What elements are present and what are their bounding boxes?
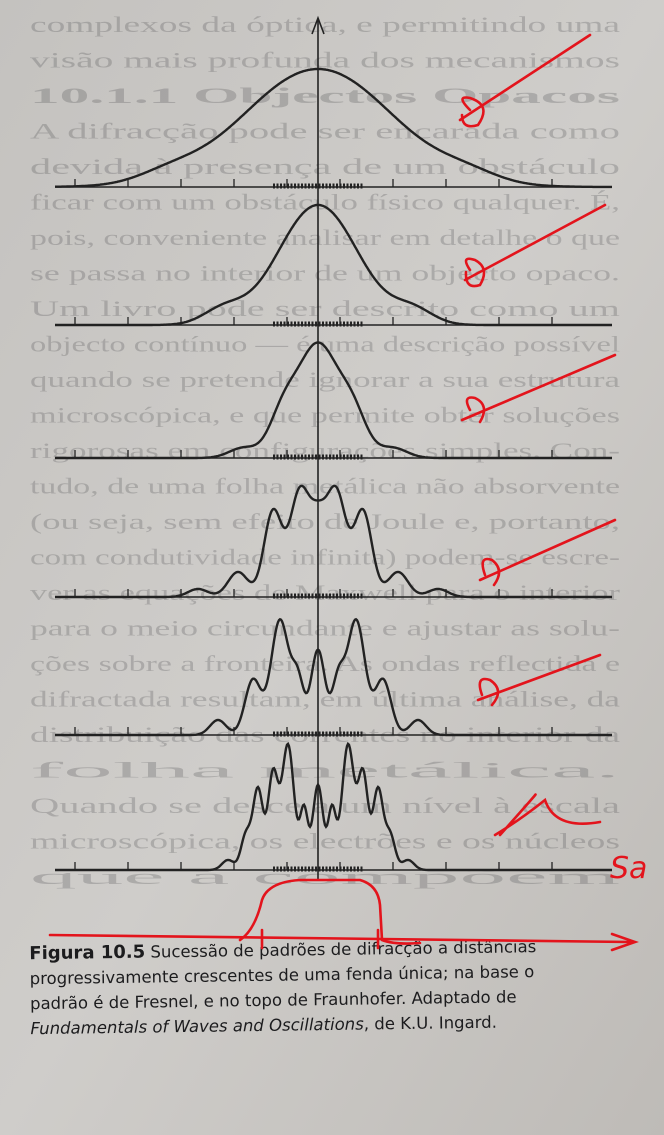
show-through-line: complexos da óptica, e permitindo uma	[30, 12, 620, 37]
show-through-line: que a compõem	[30, 864, 620, 889]
show-through-line: microscópica, os electrões e os núcleos	[30, 829, 620, 854]
show-through-line: Quando se desce a um nível à escala	[30, 793, 620, 818]
show-through-line: objecto contínuo — é uma descrição possí…	[30, 332, 620, 357]
show-through-line: folha metálica.	[30, 758, 620, 783]
show-through-line: para o meio circundante e ajustar as sol…	[30, 616, 620, 641]
pen-stroke	[460, 353, 617, 424]
show-through-line: se passa no interior de um objecto opaco…	[30, 261, 620, 286]
show-through-line: 10.1.1 Objectos Opacos	[30, 83, 621, 108]
pen-stroke	[493, 793, 602, 837]
pen-profile	[238, 878, 422, 945]
show-through-line: A difracção pode ser encarada como	[30, 119, 620, 144]
intensity-curve	[55, 484, 612, 599]
intensity-curve	[55, 741, 612, 872]
show-through-line: ficar com um obstáculo físico qualquer. …	[30, 190, 620, 215]
show-through-line: rigorosas em configurações simples. Con-	[30, 438, 620, 463]
caption-line: Fundamentals of Waves and Oscillations, …	[30, 1013, 497, 1039]
intensity-curve	[55, 203, 612, 327]
show-through-line: pois, conveniente analisar em detalhe o …	[30, 225, 620, 250]
diffraction-figure	[55, 15, 612, 880]
pen-stroke	[478, 518, 617, 587]
axis-arrow	[311, 15, 325, 35]
show-through-line: com condutividade infinita) podem-se esc…	[30, 545, 620, 570]
pen-axis	[48, 932, 639, 952]
pen-stroke	[458, 33, 592, 128]
handwriting: Sa	[48, 33, 647, 952]
show-through-line: quando se pretende ignorar a sua estrutu…	[30, 367, 620, 392]
show-through-line: Um livro pode ser descrito como um	[30, 296, 620, 321]
show-through-line: tudo, de uma folha metálica não absorven…	[30, 474, 620, 499]
handwritten-note: Sa	[610, 851, 647, 886]
pen-stroke	[476, 653, 602, 707]
source-author: , de K.U. Ingard.	[364, 1013, 497, 1034]
pen-mark	[260, 928, 380, 950]
pen-stroke	[463, 203, 607, 288]
intensity-curve	[55, 341, 612, 460]
source-title: Fundamentals of Waves and Oscillations	[30, 1015, 364, 1039]
show-through-line: difractada resultam, em última análise, …	[30, 687, 620, 712]
show-through-line: microscópica, e que permite obter soluçõ…	[30, 403, 620, 428]
figure-label: Figura 10.5	[29, 942, 145, 965]
show-through-line: devida à presença de um obstáculo	[30, 154, 620, 179]
show-through-line: ver as equações de Maxwell para o interi…	[30, 580, 621, 605]
show-through-line: (ou seja, sem efeito de Joule e, portant…	[30, 509, 620, 534]
show-through-text: complexos da óptica, e permitindo umavis…	[30, 12, 621, 889]
intensity-curve	[55, 617, 612, 737]
intensity-curve	[55, 67, 612, 189]
